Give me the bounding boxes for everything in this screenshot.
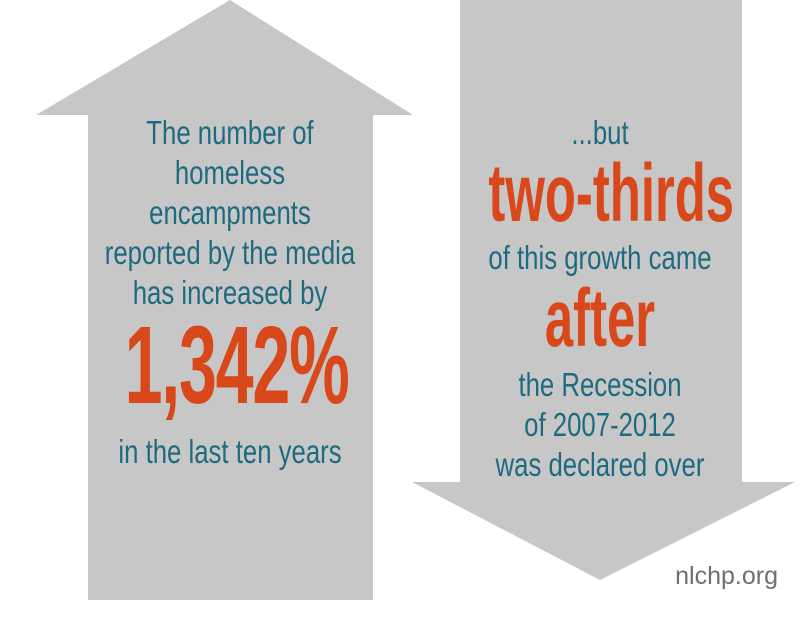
timeframe-text: in the last ten years bbox=[118, 433, 342, 470]
encampment-growth-text: The number of homeless encampments repor… bbox=[97, 113, 362, 313]
text-line: encampments bbox=[149, 194, 311, 231]
but-text: ...but bbox=[571, 114, 629, 151]
after-emphasis: after bbox=[544, 273, 656, 364]
text-line: of 2007-2012 bbox=[524, 406, 676, 443]
text-line: The number of bbox=[146, 114, 314, 151]
up-arrow bbox=[36, 0, 413, 600]
growth-percentage: 1,342% bbox=[124, 304, 350, 427]
text-line: was declared over bbox=[495, 446, 705, 483]
text-line: has increased by bbox=[132, 274, 328, 311]
growth-came-text: of this growth came bbox=[488, 239, 712, 276]
two-thirds-emphasis: two-thirds bbox=[488, 148, 735, 239]
text-line: homeless bbox=[174, 154, 286, 191]
recession-text: the Recession of 2007-2012 was declared … bbox=[483, 365, 717, 485]
text-line: reported by the media bbox=[104, 234, 356, 271]
down-arrow bbox=[412, 0, 795, 580]
text-line: the Recession bbox=[518, 366, 682, 403]
site-url: nlchp.org bbox=[675, 562, 778, 590]
